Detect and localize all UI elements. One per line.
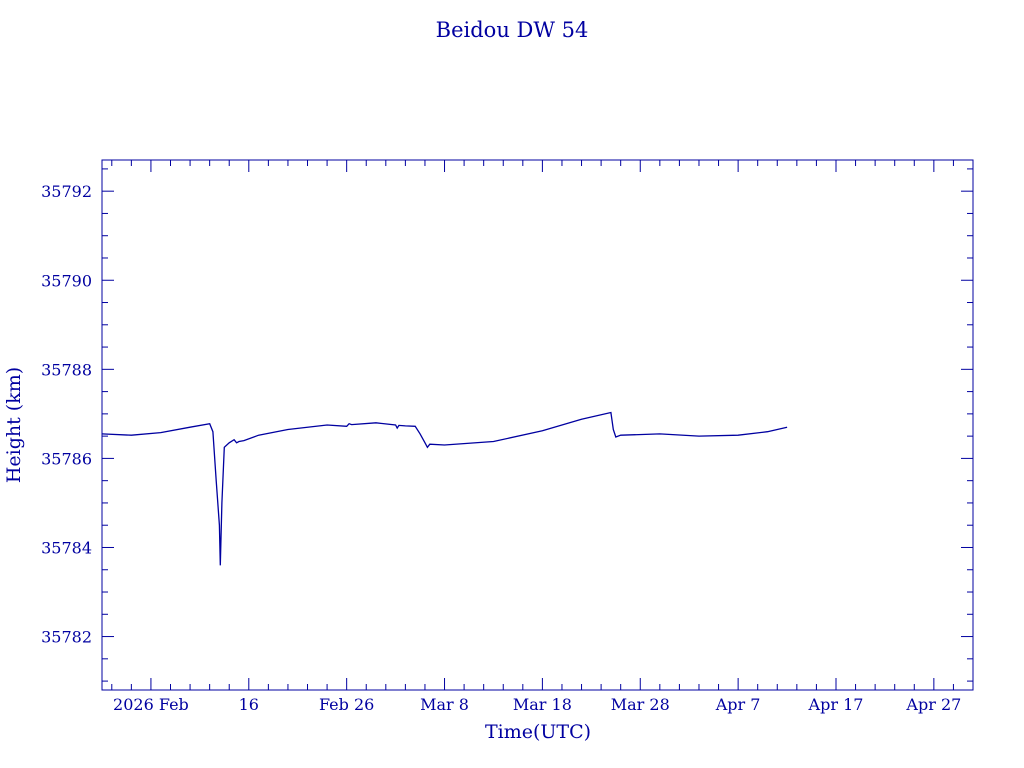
x-tick-label: Apr 17 bbox=[808, 695, 864, 714]
y-axis-label: Height (km) bbox=[3, 367, 25, 483]
y-tick-label: 35792 bbox=[41, 182, 92, 201]
chart-title: Beidou DW 54 bbox=[436, 18, 589, 42]
y-tick-label: 35786 bbox=[41, 449, 92, 468]
y-tick-label: 35782 bbox=[41, 628, 92, 647]
x-tick-label: Apr 27 bbox=[905, 695, 961, 714]
x-tick-label: Mar 8 bbox=[420, 695, 469, 714]
series-group bbox=[101, 411, 788, 566]
x-tick-label: Apr 7 bbox=[715, 695, 761, 714]
x-axis-label: Time(UTC) bbox=[485, 721, 591, 743]
tick-labels: 35782 35784 35786 35788 35790 35792 2026 Feb 16… bbox=[41, 182, 961, 714]
y-tick-label: 35790 bbox=[41, 271, 92, 290]
series-line-0 bbox=[101, 411, 788, 566]
x-tick-label: Mar 28 bbox=[611, 695, 670, 714]
x-tick-label: Feb 26 bbox=[319, 695, 374, 714]
axis-ticks bbox=[102, 160, 974, 690]
x-tick-label: 16 bbox=[239, 695, 259, 714]
y-tick-label: 35788 bbox=[41, 360, 92, 379]
plot-frame bbox=[101, 159, 974, 691]
y-tick-label: 35784 bbox=[41, 538, 92, 557]
x-tick-label: 2026 Feb bbox=[113, 695, 189, 714]
x-tick-label: Mar 18 bbox=[513, 695, 572, 714]
